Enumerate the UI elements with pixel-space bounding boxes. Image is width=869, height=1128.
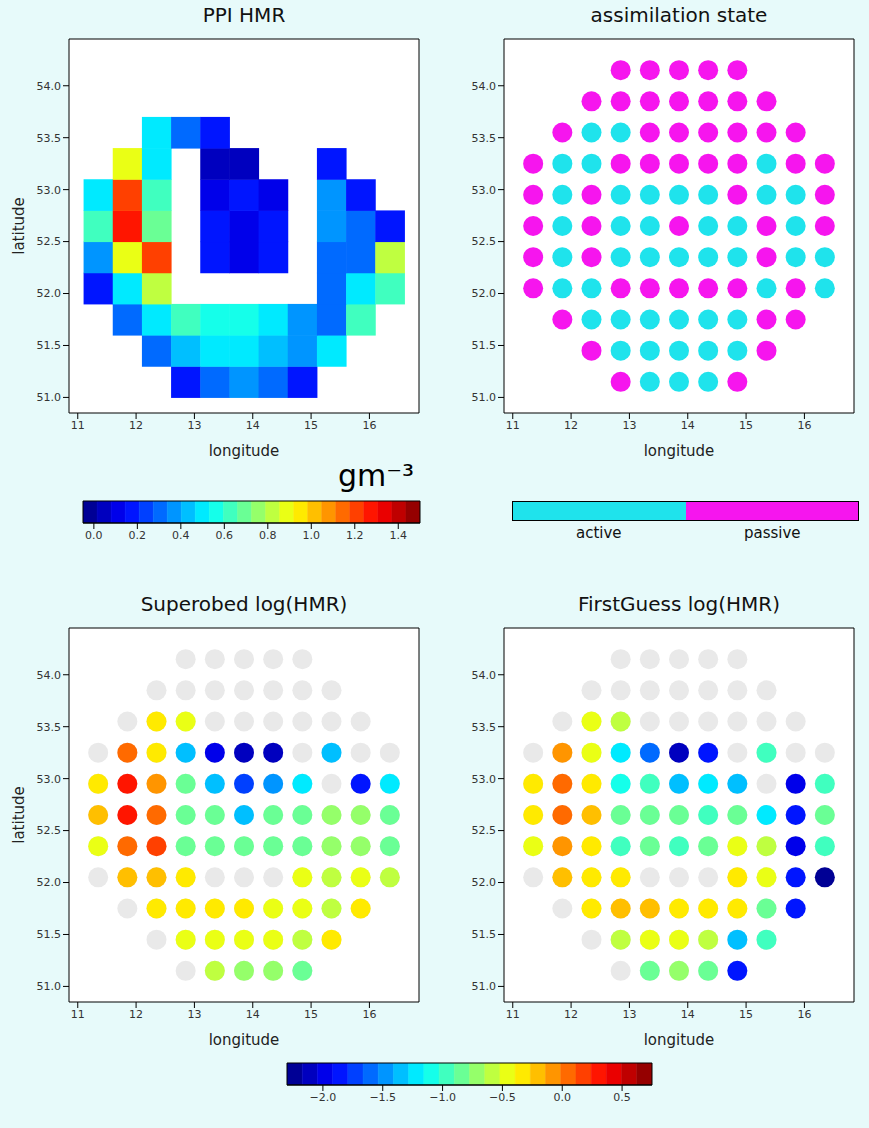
svg-text:51.5: 51.5	[472, 928, 497, 941]
svg-text:51.5: 51.5	[37, 339, 62, 352]
svg-text:−1.0: −1.0	[429, 1091, 456, 1104]
html-text:Superobed log(HMR): Superobed log(HMR)	[140, 592, 348, 616]
svg-text:51.5: 51.5	[472, 339, 497, 352]
svg-text:53.5: 53.5	[37, 132, 62, 145]
svg-text:11: 11	[506, 1008, 520, 1021]
html-text:latitude: latitude	[10, 786, 28, 844]
html-text:passive: passive	[743, 524, 801, 542]
svg-text:53.0: 53.0	[37, 773, 62, 786]
svg-text:13: 13	[622, 419, 636, 432]
svg-text:12: 12	[129, 1008, 143, 1021]
svg-text:longitude: longitude	[644, 1031, 715, 1049]
svg-text:12: 12	[564, 1008, 578, 1021]
svg-text:0.0: 0.0	[85, 529, 103, 542]
svg-text:52.0: 52.0	[472, 287, 497, 300]
html-text:FirstGuess log(HMR): FirstGuess log(HMR)	[578, 592, 780, 616]
svg-text:14: 14	[246, 1008, 260, 1021]
svg-text:54.0: 54.0	[37, 669, 62, 682]
svg-text:0.4: 0.4	[172, 529, 190, 542]
html-text:assimilation state: assimilation state	[590, 3, 768, 27]
svg-text:51.0: 51.0	[37, 391, 62, 404]
svg-text:16: 16	[797, 1008, 811, 1021]
svg-text:12: 12	[129, 419, 143, 432]
svg-text:longitude: longitude	[209, 442, 280, 460]
svg-text:14: 14	[246, 419, 260, 432]
svg-text:13: 13	[622, 1008, 636, 1021]
svg-text:13: 13	[187, 1008, 201, 1021]
svg-text:54.0: 54.0	[472, 669, 497, 682]
svg-text:53.0: 53.0	[472, 184, 497, 197]
svg-text:16: 16	[362, 419, 376, 432]
html-text:gm⁻³: gm⁻³	[338, 458, 415, 493]
svg-text:14: 14	[681, 419, 695, 432]
svg-text:52.5: 52.5	[37, 235, 62, 248]
svg-text:11: 11	[506, 419, 520, 432]
svg-text:51.0: 51.0	[472, 391, 497, 404]
svg-text:51.5: 51.5	[37, 928, 62, 941]
html-text:latitude: latitude	[10, 197, 28, 255]
svg-text:52.0: 52.0	[37, 287, 62, 300]
svg-text:0.6: 0.6	[216, 529, 234, 542]
svg-text:51.0: 51.0	[37, 980, 62, 993]
svg-text:0.0: 0.0	[553, 1091, 571, 1104]
svg-text:51.0: 51.0	[472, 980, 497, 993]
svg-text:−1.5: −1.5	[369, 1091, 396, 1104]
svg-text:15: 15	[739, 419, 753, 432]
svg-text:11: 11	[71, 419, 85, 432]
svg-text:longitude: longitude	[209, 1031, 280, 1049]
svg-text:13: 13	[187, 419, 201, 432]
svg-text:16: 16	[362, 1008, 376, 1021]
svg-text:52.5: 52.5	[472, 235, 497, 248]
svg-text:53.0: 53.0	[472, 773, 497, 786]
svg-text:1.2: 1.2	[346, 529, 364, 542]
svg-text:53.0: 53.0	[37, 184, 62, 197]
svg-text:52.5: 52.5	[472, 824, 497, 837]
svg-text:1.0: 1.0	[303, 529, 321, 542]
svg-text:53.5: 53.5	[37, 721, 62, 734]
svg-text:54.0: 54.0	[37, 80, 62, 93]
svg-text:0.8: 0.8	[259, 529, 277, 542]
svg-text:16: 16	[797, 419, 811, 432]
svg-text:52.0: 52.0	[37, 876, 62, 889]
svg-text:1.4: 1.4	[390, 529, 408, 542]
svg-text:52.5: 52.5	[37, 824, 62, 837]
svg-text:14: 14	[681, 1008, 695, 1021]
html-text:active: active	[576, 524, 622, 542]
svg-text:52.0: 52.0	[472, 876, 497, 889]
svg-text:0.2: 0.2	[129, 529, 147, 542]
svg-text:53.5: 53.5	[472, 132, 497, 145]
svg-text:15: 15	[739, 1008, 753, 1021]
svg-text:53.5: 53.5	[472, 721, 497, 734]
svg-text:longitude: longitude	[644, 442, 715, 460]
svg-text:15: 15	[304, 419, 318, 432]
svg-text:15: 15	[304, 1008, 318, 1021]
svg-text:54.0: 54.0	[472, 80, 497, 93]
svg-text:−0.5: −0.5	[489, 1091, 516, 1104]
svg-text:0.5: 0.5	[613, 1091, 631, 1104]
html-text:PPI HMR: PPI HMR	[202, 3, 286, 27]
svg-text:11: 11	[71, 1008, 85, 1021]
svg-text:12: 12	[564, 419, 578, 432]
svg-text:−2.0: −2.0	[310, 1091, 337, 1104]
